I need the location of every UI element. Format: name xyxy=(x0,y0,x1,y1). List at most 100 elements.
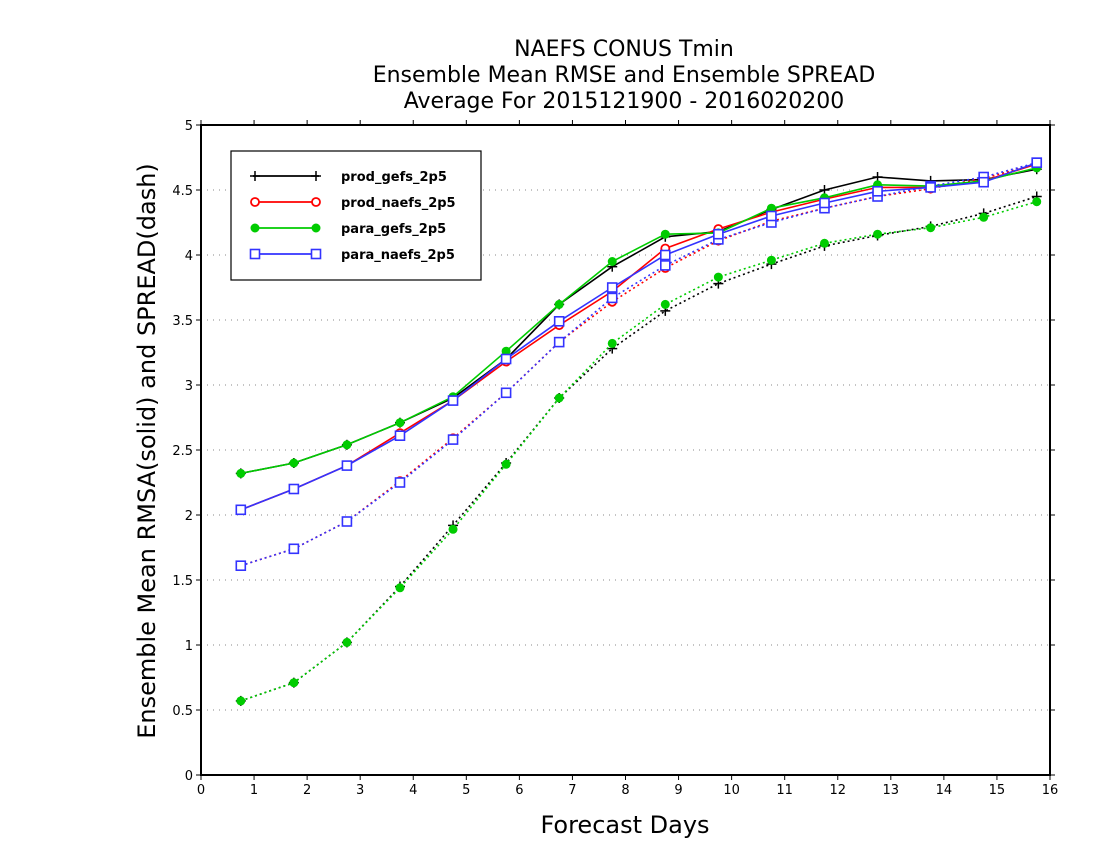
rmse-point xyxy=(1031,157,1043,168)
rmse-point xyxy=(553,315,565,327)
spread-line-para_naefs_2p5 xyxy=(240,161,1037,567)
spread-point xyxy=(289,678,299,688)
spread-point xyxy=(926,223,936,233)
x-tick-label: 4 xyxy=(409,783,417,798)
rmse-point xyxy=(766,210,777,222)
rmse-line-para_naefs_2p5 xyxy=(240,161,1037,511)
x-tick-label: 3 xyxy=(356,783,364,798)
rmse-point xyxy=(659,249,671,261)
legend-box xyxy=(230,150,482,281)
x-tick-label: 9 xyxy=(674,783,682,798)
title-line-3: Average For 2015121900 - 2016020200 xyxy=(404,89,845,114)
legend-marker xyxy=(311,171,321,181)
spread-point xyxy=(819,238,829,248)
y-tick-label: 1.5 xyxy=(172,574,193,589)
rmse-point xyxy=(819,197,830,209)
spread-point xyxy=(1032,197,1042,207)
spread-point xyxy=(607,338,617,348)
rmse-point xyxy=(289,458,299,468)
y-tick-label: 3 xyxy=(185,379,193,394)
rmse-point xyxy=(395,418,405,428)
rmse-point xyxy=(288,483,300,495)
y-tick-label: 3.5 xyxy=(172,314,193,329)
rmse-point xyxy=(236,468,246,478)
x-tick-label: 11 xyxy=(776,783,793,798)
rmse-point xyxy=(607,257,617,266)
spread-point xyxy=(766,255,776,265)
x-tick-label: 6 xyxy=(515,783,523,798)
rmse-point xyxy=(500,353,512,365)
series-para_naefs_2p5 xyxy=(235,157,1043,572)
rmse-point xyxy=(606,282,618,293)
legend-entry: prod_naefs_2p5 xyxy=(250,196,456,211)
legend-marker xyxy=(250,197,260,207)
spread-point xyxy=(342,637,352,647)
rmse-point xyxy=(394,430,406,442)
spread-point xyxy=(554,393,564,403)
spread-point xyxy=(501,459,511,469)
title-line-2: Ensemble Mean RMSE and Ensemble SPREAD xyxy=(373,63,876,88)
title-line-1: NAEFS CONUS Tmin xyxy=(514,37,734,62)
x-tick-label: 13 xyxy=(883,783,900,798)
legend-label: para_gefs_2p5 xyxy=(341,222,446,237)
rmse-point xyxy=(235,504,247,516)
y-axis-label: Ensemble Mean RMSA(solid) and SPREAD(das… xyxy=(133,163,161,739)
spread-point xyxy=(236,696,246,706)
legend-marker xyxy=(310,248,322,260)
legend-label: prod_naefs_2p5 xyxy=(341,196,456,211)
rmse-point xyxy=(978,176,989,188)
rmse-point xyxy=(447,395,459,406)
x-axis-label: Forecast Days xyxy=(540,811,709,839)
plot-frame xyxy=(200,124,1051,776)
spread-point xyxy=(606,292,618,304)
legend-marker xyxy=(311,197,321,207)
x-tick-label: 2 xyxy=(303,783,311,798)
spread-point xyxy=(660,299,670,309)
chart-title: NAEFS CONUS Tmin Ensemble Mean RMSE and … xyxy=(373,37,876,114)
spread-point xyxy=(447,434,459,445)
spread-point xyxy=(713,272,723,282)
spread-point xyxy=(395,583,405,593)
x-tick-label: 12 xyxy=(829,783,846,798)
spread-line-para_gefs_2p5 xyxy=(240,200,1037,702)
x-tick-label: 1 xyxy=(250,783,258,798)
rmse-point xyxy=(341,460,353,471)
x-tick-label: 15 xyxy=(989,783,1006,798)
rmse-line-para_gefs_2p5 xyxy=(240,167,1037,475)
legend-marker xyxy=(311,223,321,233)
x-tick-label: 5 xyxy=(462,783,470,798)
spread-point xyxy=(394,477,406,488)
x-tick-label: 14 xyxy=(936,783,953,798)
y-tick-label: 2.5 xyxy=(172,444,193,459)
rmse-point xyxy=(872,186,883,197)
spread-line-prod_naefs_2p5 xyxy=(240,163,1037,567)
y-tick-label: 5 xyxy=(185,119,193,134)
x-tick-label: 16 xyxy=(1042,783,1059,798)
legend-entry: para_naefs_2p5 xyxy=(249,248,455,263)
y-tick-label: 4 xyxy=(185,249,193,264)
legend-entry: para_gefs_2p5 xyxy=(250,222,446,237)
y-tick-label: 4.5 xyxy=(172,184,193,199)
legend: prod_gefs_2p5 prod_naefs_2p5 para_gefs_2p5… xyxy=(230,150,482,281)
y-tick-label: 0.5 xyxy=(172,704,193,719)
spread-point xyxy=(659,260,671,271)
y-axis: 0 0.5 1 1.5 2 2.5 3 3.5 4 4.5 5 xyxy=(172,119,1055,784)
spread-point xyxy=(979,212,989,222)
x-tick-label: 7 xyxy=(568,783,576,798)
spread-point xyxy=(500,387,512,399)
rmse-point xyxy=(925,182,936,193)
spread-point xyxy=(553,336,565,348)
plot-series xyxy=(235,157,1043,706)
rmse-point xyxy=(554,299,564,309)
y-tick-label: 0 xyxy=(185,769,193,784)
legend-marker xyxy=(250,223,260,233)
spread-point xyxy=(448,524,458,534)
x-tick-label: 8 xyxy=(621,783,629,798)
legend-entry: prod_gefs_2p5 xyxy=(250,170,447,185)
spread-point xyxy=(288,543,300,555)
legend-label: para_naefs_2p5 xyxy=(341,248,455,263)
rmse-point xyxy=(342,440,352,450)
rmse-point xyxy=(660,229,670,239)
spread-point xyxy=(873,229,883,239)
